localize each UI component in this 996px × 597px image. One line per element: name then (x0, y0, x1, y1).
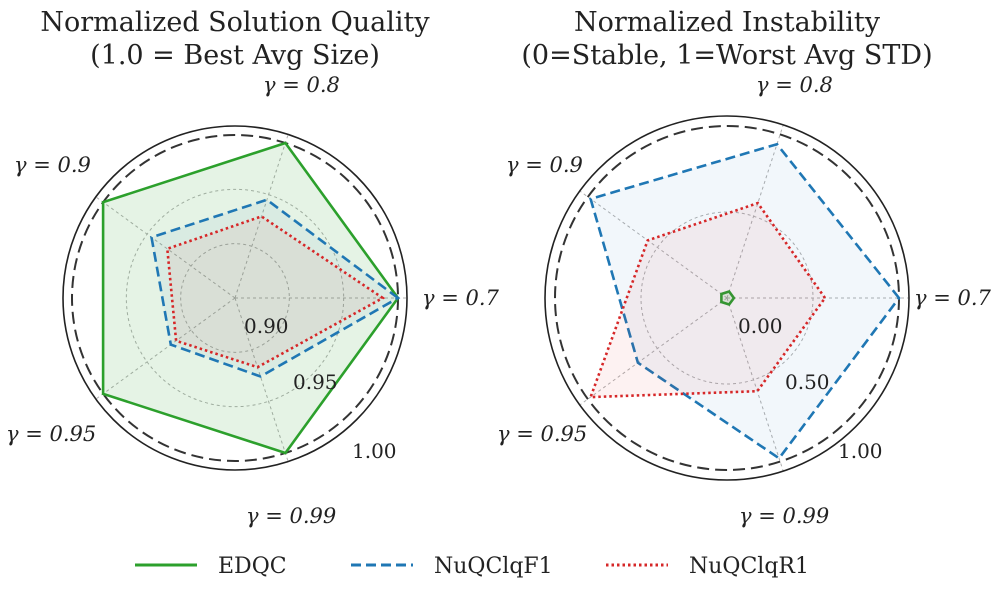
axis-label-gamma-0.99: γ = 0.99 (246, 504, 336, 528)
grid-spoke (579, 297, 728, 406)
tick-label: 0.00 (738, 314, 783, 338)
grid-spoke (95, 196, 236, 299)
tick-label: 0.50 (785, 370, 830, 394)
series-polygon-edqc (720, 289, 736, 307)
legend-label-nuqclqf1: NuQClqF1 (434, 554, 553, 579)
grid-spoke (234, 134, 289, 299)
axis-label-gamma-0.7: γ = 0.7 (914, 286, 992, 310)
series-polygon-nuqclqf1 (588, 142, 901, 461)
grid-spoke (95, 297, 236, 400)
axis-label-gamma-0.7: γ = 0.7 (422, 286, 500, 310)
grid-spoke (726, 297, 784, 472)
tick-label: 1.00 (352, 439, 397, 463)
instability-chart: Normalized Instability (0=Stable, 1=Wors… (497, 7, 992, 528)
axis-label-gamma-0.99: γ = 0.99 (739, 504, 829, 528)
tick-label: 1.00 (838, 439, 883, 463)
axis-label-gamma-0.95: γ = 0.95 (6, 422, 96, 446)
legend: EDQC NuQClqF1 NuQClqR1 (135, 554, 809, 579)
axis-label-gamma-0.9: γ = 0.9 (506, 153, 583, 177)
tick-label: 0.95 (293, 370, 338, 394)
chart-title: Normalized Solution Quality (40, 7, 430, 38)
chart-subtitle: (1.0 = Best Avg Size) (90, 40, 380, 71)
grid-spoke (726, 124, 784, 299)
series-polygon-nuqclqr1 (588, 201, 827, 399)
radar-tick-labels: 0.00 0.50 1.00 (738, 314, 883, 463)
chart-title: Normalized Instability (574, 7, 881, 38)
legend-label-nuqclqr1: NuQClqR1 (689, 554, 809, 579)
legend-label-edqc: EDQC (218, 554, 287, 579)
radar-axis-labels: γ = 0.7 γ = 0.8 γ = 0.9 γ = 0.95 γ = 0.9… (6, 73, 500, 528)
radar-tick-labels: 0.90 0.95 1.00 (244, 314, 397, 463)
radar-series (588, 142, 901, 461)
grid-spoke (579, 190, 728, 299)
solution-quality-chart: Normalized Solution Quality (1.0 = Best … (6, 7, 500, 528)
axis-label-gamma-0.9: γ = 0.9 (14, 153, 91, 177)
axis-label-gamma-0.8: γ = 0.8 (263, 73, 340, 97)
axis-label-gamma-0.95: γ = 0.95 (497, 422, 587, 446)
radar-outer-frame (544, 115, 910, 481)
chart-subtitle: (0=Stable, 1=Worst Avg STD) (521, 40, 932, 71)
tick-label: 0.90 (244, 314, 289, 338)
radar-outer-frame (62, 125, 408, 471)
grid-spoke (234, 297, 289, 462)
series-polygon-edqc (101, 141, 400, 455)
radar-series (101, 141, 401, 455)
radar-axis-labels: γ = 0.7 γ = 0.8 γ = 0.9 γ = 0.95 γ = 0.9… (497, 73, 992, 528)
axis-label-gamma-0.8: γ = 0.8 (756, 73, 833, 97)
series-polygon-nuqclqf1 (150, 198, 401, 378)
series-polygon-nuqclqr1 (165, 214, 386, 369)
